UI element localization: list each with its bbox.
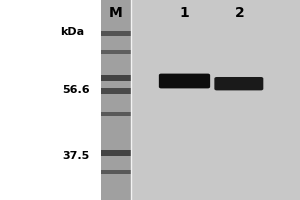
Text: M: M xyxy=(109,6,122,20)
FancyBboxPatch shape xyxy=(100,0,130,200)
FancyBboxPatch shape xyxy=(100,50,130,54)
FancyBboxPatch shape xyxy=(0,0,100,200)
FancyBboxPatch shape xyxy=(100,170,130,174)
Text: 56.6: 56.6 xyxy=(62,85,90,95)
Text: 2: 2 xyxy=(235,6,245,20)
FancyBboxPatch shape xyxy=(159,74,210,88)
FancyBboxPatch shape xyxy=(214,77,263,90)
Text: kDa: kDa xyxy=(60,27,84,37)
Text: 1: 1 xyxy=(180,6,189,20)
FancyBboxPatch shape xyxy=(100,31,130,36)
FancyBboxPatch shape xyxy=(100,88,130,94)
Text: 37.5: 37.5 xyxy=(63,151,90,161)
FancyBboxPatch shape xyxy=(100,150,130,156)
FancyBboxPatch shape xyxy=(100,112,130,116)
FancyBboxPatch shape xyxy=(130,0,300,200)
FancyBboxPatch shape xyxy=(100,75,130,81)
